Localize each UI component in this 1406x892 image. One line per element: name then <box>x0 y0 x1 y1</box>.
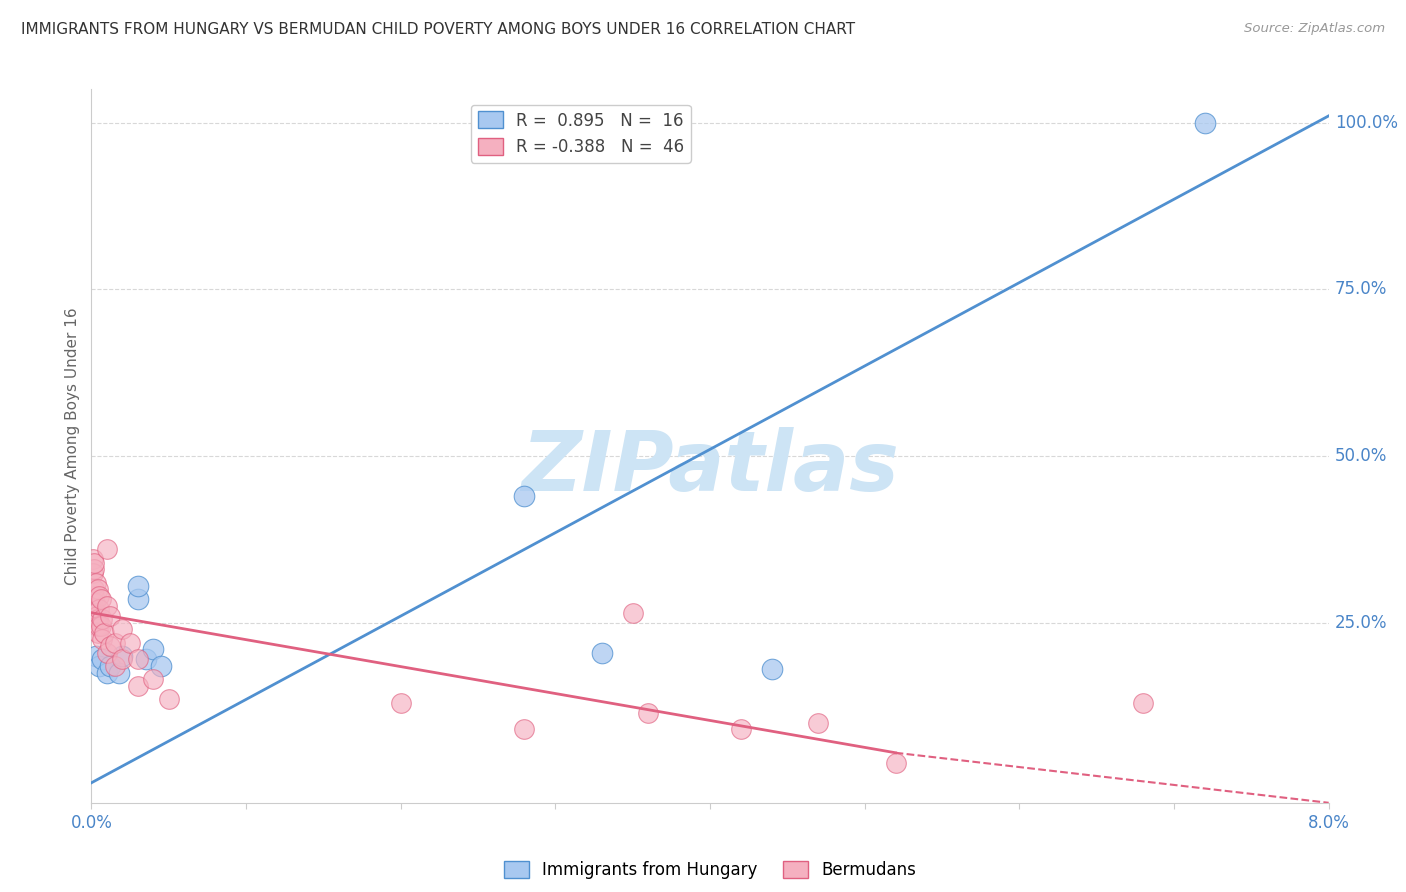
Point <box>807 715 830 730</box>
Point <box>150 659 172 673</box>
Point <box>98 609 121 624</box>
Point <box>884 756 907 770</box>
Point <box>591 646 613 660</box>
Point <box>87 589 111 603</box>
Point <box>142 642 165 657</box>
Point <box>637 706 659 720</box>
Point <box>90 619 112 633</box>
Point <box>127 679 149 693</box>
Point <box>84 575 107 590</box>
Point <box>96 542 118 557</box>
Point <box>730 723 752 737</box>
Point <box>389 696 412 710</box>
Point <box>91 612 114 626</box>
Point <box>108 665 131 680</box>
Point <box>83 556 105 570</box>
Point <box>761 662 783 676</box>
Y-axis label: Child Poverty Among Boys Under 16: Child Poverty Among Boys Under 16 <box>65 307 80 585</box>
Point <box>111 623 134 637</box>
Point <box>621 606 644 620</box>
Legend: Immigrants from Hungary, Bermudans: Immigrants from Hungary, Bermudans <box>498 854 922 886</box>
Point <box>90 592 112 607</box>
Point <box>83 589 105 603</box>
Point <box>86 619 108 633</box>
Point <box>104 636 127 650</box>
Text: Source: ZipAtlas.com: Source: ZipAtlas.com <box>1244 22 1385 36</box>
Point <box>127 579 149 593</box>
Point <box>1194 115 1216 129</box>
Point <box>127 592 149 607</box>
Point <box>157 692 180 706</box>
Point <box>513 723 536 737</box>
Point <box>83 602 105 616</box>
Text: 25.0%: 25.0% <box>1334 614 1388 632</box>
Point <box>513 489 536 503</box>
Point <box>91 632 114 647</box>
Point <box>1132 696 1154 710</box>
Point <box>96 599 118 613</box>
Point <box>104 659 127 673</box>
Point <box>87 602 111 616</box>
Point <box>86 582 108 597</box>
Point <box>84 612 107 626</box>
Text: ZIPatlas: ZIPatlas <box>522 427 898 508</box>
Point <box>86 625 108 640</box>
Point <box>142 673 165 687</box>
Point <box>84 596 107 610</box>
Point <box>82 566 104 580</box>
Text: 50.0%: 50.0% <box>1334 447 1388 465</box>
Text: 100.0%: 100.0% <box>1334 113 1398 131</box>
Point <box>135 652 157 666</box>
Point <box>127 652 149 666</box>
Point <box>98 659 121 673</box>
Point <box>120 636 141 650</box>
Point <box>82 552 104 566</box>
Point <box>111 652 134 666</box>
Point <box>86 609 108 624</box>
Point <box>91 652 114 666</box>
Point <box>96 665 118 680</box>
Point <box>111 649 134 664</box>
Text: IMMIGRANTS FROM HUNGARY VS BERMUDAN CHILD POVERTY AMONG BOYS UNDER 16 CORRELATIO: IMMIGRANTS FROM HUNGARY VS BERMUDAN CHIL… <box>21 22 855 37</box>
Point <box>87 659 111 673</box>
Point <box>84 649 107 664</box>
Point <box>84 606 107 620</box>
Point <box>83 562 105 576</box>
Point <box>93 625 115 640</box>
Point <box>86 612 108 626</box>
Text: 75.0%: 75.0% <box>1334 280 1388 298</box>
Point <box>83 582 105 597</box>
Point <box>87 619 111 633</box>
Point <box>98 639 121 653</box>
Point <box>96 646 118 660</box>
